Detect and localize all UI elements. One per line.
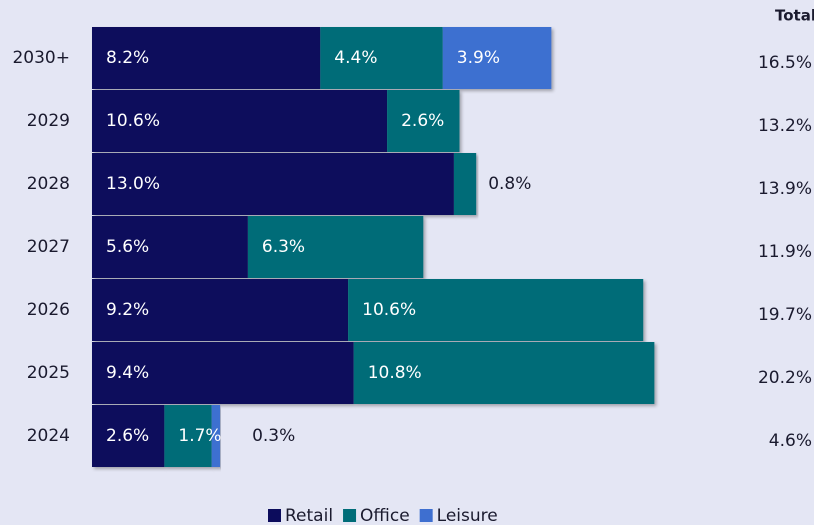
total-label: 13.2%	[758, 116, 812, 136]
category-label: 2025	[27, 363, 70, 383]
bar-segment	[353, 342, 655, 404]
value-label: 10.6%	[362, 300, 416, 320]
value-label: 5.6%	[106, 237, 149, 257]
bar-segment	[92, 342, 354, 404]
category-label: 2029	[27, 111, 70, 131]
category-label: 2028	[27, 174, 70, 194]
value-label: 4.4%	[334, 48, 377, 68]
legend-label: Leisure	[437, 506, 498, 525]
value-label: 3.9%	[457, 48, 500, 68]
value-label: 13.0%	[106, 174, 160, 194]
bar-segment	[211, 405, 221, 467]
legend-swatch	[343, 509, 357, 522]
bar-segment	[247, 216, 424, 278]
bar-segment	[92, 216, 248, 278]
bar-segment	[320, 27, 443, 89]
bar-segment	[92, 27, 321, 89]
value-label: 8.2%	[106, 48, 149, 68]
category-label: 2026	[27, 300, 70, 320]
bar-segment	[92, 153, 454, 215]
total-label: 19.7%	[758, 305, 812, 325]
totals-header: Total	[775, 7, 814, 25]
value-label: 6.3%	[262, 237, 305, 257]
legend-swatch	[419, 509, 433, 522]
value-label: 10.6%	[106, 111, 160, 131]
legend-label: Office	[360, 506, 410, 525]
total-label: 20.2%	[758, 368, 812, 388]
legend-label: Retail	[285, 506, 333, 525]
category-label: 2024	[27, 426, 70, 446]
value-label: 9.4%	[106, 363, 149, 383]
bar-segment	[442, 27, 552, 89]
total-label: 13.9%	[758, 179, 812, 199]
total-label: 16.5%	[758, 53, 812, 73]
legend-swatch	[268, 509, 281, 522]
bar-segment	[92, 279, 349, 341]
bar-segment	[92, 405, 165, 467]
value-label: 0.3%	[252, 426, 295, 446]
value-label: 2.6%	[401, 111, 444, 131]
category-label: 2027	[27, 237, 70, 257]
bar-segment	[453, 153, 477, 215]
bar-segment	[92, 90, 388, 152]
total-label: 4.6%	[769, 431, 812, 451]
value-label: 0.8%	[488, 174, 531, 194]
bar-segment	[387, 90, 460, 152]
total-label: 11.9%	[758, 242, 812, 262]
value-label: 1.7%	[178, 426, 221, 446]
category-label: 2030+	[12, 48, 70, 68]
value-label: 9.2%	[106, 300, 149, 320]
value-label: 2.6%	[106, 426, 149, 446]
value-label: 10.8%	[368, 363, 422, 383]
bar-segment	[348, 279, 644, 341]
bar-segment	[164, 405, 212, 467]
